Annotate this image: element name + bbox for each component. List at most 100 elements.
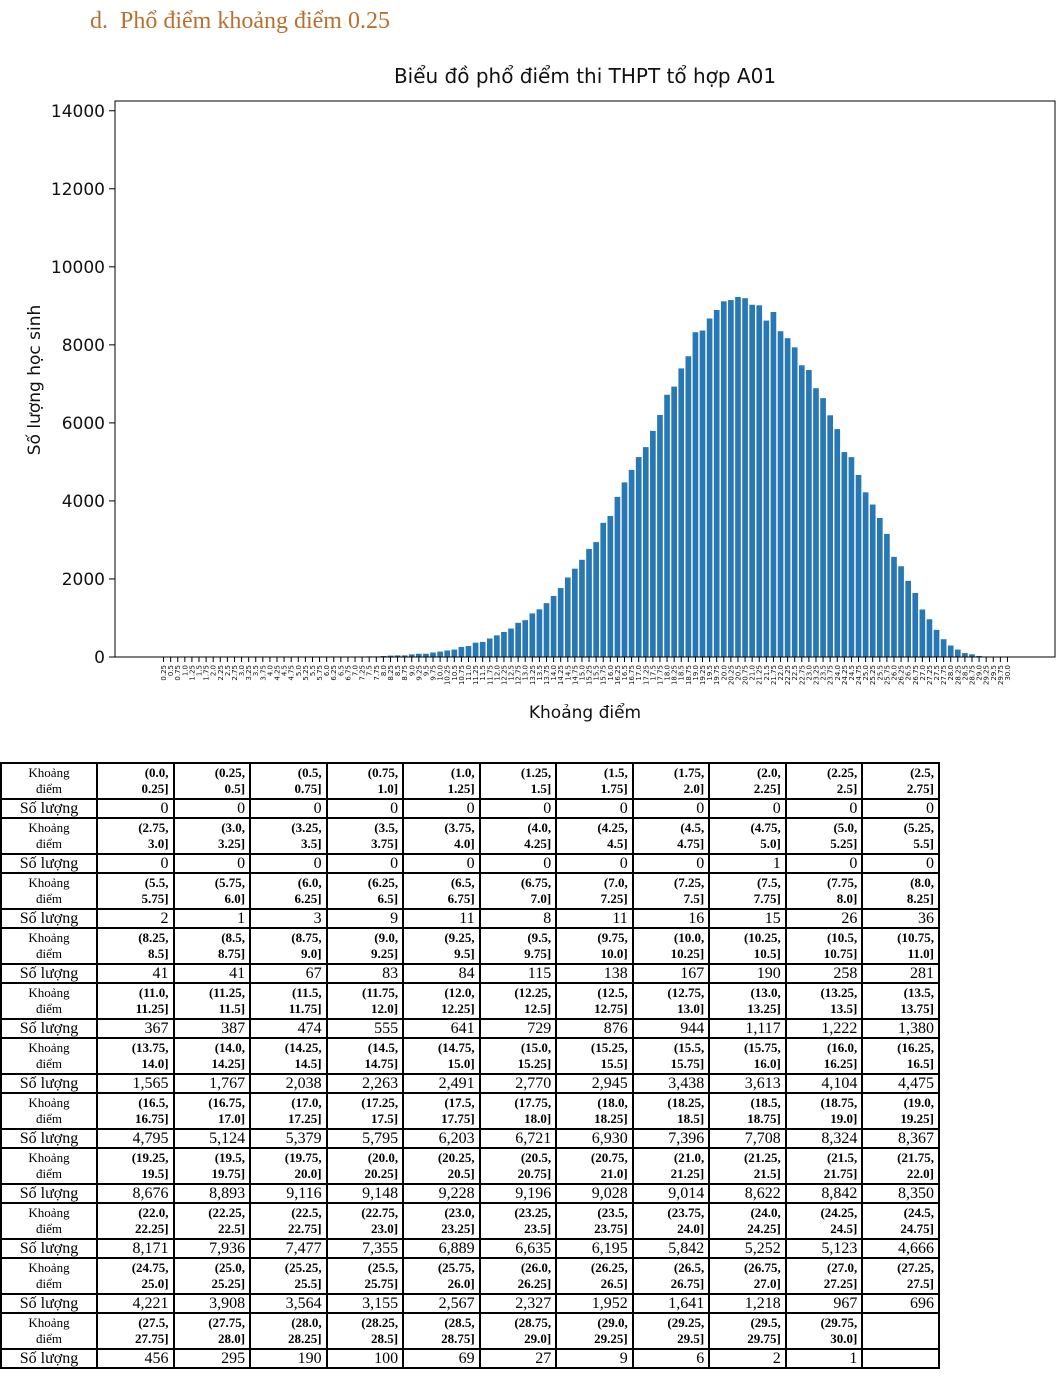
x-tick-label: 0.25 [160, 665, 168, 681]
bar [458, 646, 465, 657]
row-label-cell: Khoảng điểm [0, 1202, 98, 1240]
interval: (29.0, 29.25] [594, 1315, 628, 1346]
interval-cell: (27.75, 28.0] [172, 1312, 252, 1350]
interval-cell: (25.0, 25.25] [172, 1257, 252, 1295]
interval: (5.5, 5.75] [141, 875, 169, 906]
count-cell: 8,842 [784, 1183, 864, 1204]
interval-cell: (22.75, 23.0] [325, 1202, 405, 1240]
interval: (13.25, 13.5] [820, 985, 858, 1016]
bar [621, 482, 628, 657]
x-tick-label: 1.5 [196, 665, 204, 676]
interval-cell: (2.5, 2.75] [861, 762, 940, 800]
interval-cell: (21.5, 21.75] [784, 1147, 864, 1185]
count-cell: 3,613 [708, 1073, 787, 1094]
x-tick-label: 12.5 [508, 665, 516, 681]
interval-cell: (0.5, 0.75] [249, 762, 328, 800]
interval-cell: (24.0, 24.25] [708, 1202, 787, 1240]
bar [486, 638, 493, 657]
x-tick-label: 15.75 [600, 665, 608, 685]
count-cell: 138 [555, 963, 634, 984]
interval-cell: (2.75, 3.0] [96, 817, 175, 855]
interval-cell: (26.0, 26.25] [478, 1257, 558, 1295]
bar [798, 365, 805, 657]
interval: (7.75, 8.0] [826, 875, 858, 906]
x-tick-label: 5.75 [316, 665, 324, 681]
x-tick-label: 19.0 [692, 665, 700, 681]
count-cell: 0 [325, 798, 405, 819]
bar [706, 318, 713, 657]
x-tick-label: 27.75 [940, 665, 948, 685]
interval: (7.0, 7.25] [600, 875, 628, 906]
interval: (0.5, 0.75] [294, 765, 322, 796]
count-row: Số lượng 8,171 7,936 7,477 7,355 6,889 6,635 6,… [0, 1238, 940, 1259]
interval: (20.75, 21.0] [590, 1150, 628, 1181]
bar [735, 296, 741, 657]
count-cell: 7,477 [249, 1238, 328, 1259]
interval-row: Khoảng điểm (27.5, 27.75] (27.75, 28.0] (28… [0, 1312, 940, 1350]
bar [444, 650, 451, 657]
interval: (9.75, 10.0] [597, 930, 628, 961]
x-tick-label: 24.75 [855, 665, 863, 685]
bar [529, 613, 536, 657]
count-cell: 36 [861, 908, 940, 929]
x-tick-label: 3.25 [245, 665, 253, 681]
x-tick-label: 6.75 [344, 665, 352, 681]
bar [472, 642, 479, 657]
interval: (4.5, 4.75] [677, 820, 705, 851]
count-cell: 2,491 [402, 1073, 481, 1094]
bar [607, 516, 614, 657]
x-tick-label: 3.75 [259, 665, 267, 681]
interval: (20.5, 20.75] [517, 1150, 552, 1181]
count-cell: 9,028 [555, 1183, 634, 1204]
count-cell: 1,380 [861, 1018, 940, 1039]
interval-cell: (23.75, 24.0] [631, 1202, 711, 1240]
interval-cell: (20.0, 20.25] [325, 1147, 405, 1185]
row-label: Khoảng điểm [28, 1205, 70, 1236]
count-cell: 696 [861, 1293, 940, 1314]
interval: (27.75, 28.0] [208, 1315, 246, 1346]
interval: (21.0, 21.25] [670, 1150, 705, 1181]
x-tick-label: 13.75 [543, 665, 551, 685]
interval: (23.25, 23.5] [514, 1205, 552, 1236]
x-tick-label: 28.25 [954, 665, 962, 685]
count-cell: 41 [172, 963, 252, 984]
interval-cell: (12.0, 12.25] [402, 982, 481, 1020]
row-label: Khoảng điểm [28, 1315, 70, 1346]
interval: (11.5, 11.75] [288, 985, 322, 1016]
interval: (19.25, 19.5] [131, 1150, 169, 1181]
interval: (16.25, 16.5] [897, 1040, 934, 1071]
interval: (22.75, 23.0] [361, 1205, 399, 1236]
count-cell: 3,155 [325, 1293, 405, 1314]
row-label-cell: Khoảng điểm [0, 1257, 98, 1295]
interval-cell: (15.5, 15.75] [631, 1037, 711, 1075]
interval: (1.25, 1.5] [520, 765, 552, 796]
x-tick-label: 6.5 [337, 665, 345, 676]
interval: (10.75, 11.0] [897, 930, 934, 961]
count-cell: 3,438 [631, 1073, 711, 1094]
count-cell: 387 [172, 1018, 252, 1039]
bar [820, 398, 826, 657]
x-tick-label: 19.5 [706, 665, 714, 681]
x-tick-label: 7.75 [373, 665, 381, 681]
bar [876, 517, 883, 657]
count-cell: 9,228 [402, 1183, 481, 1204]
x-tick-label: 8.75 [401, 665, 409, 681]
row-label: Khoảng điểm [28, 1040, 70, 1071]
bar [763, 320, 770, 657]
count-row: Số lượng 2 1 3 9 11 8 11 16 15 26 36 [0, 908, 940, 929]
interval-cell: (12.5, 12.75] [555, 982, 634, 1020]
bar [954, 649, 961, 657]
interval-row: Khoảng điểm (22.0, 22.25] (22.25, 22.5] (22… [0, 1202, 940, 1240]
interval: (14.75, 15.0] [437, 1040, 475, 1071]
count-cell: 9 [555, 1348, 634, 1369]
count-cell: 0 [96, 798, 175, 819]
count-cell: 6,889 [402, 1238, 481, 1259]
bar [891, 556, 897, 657]
bar [919, 609, 926, 657]
x-tick-label: 2.75 [231, 665, 239, 681]
row-label: Khoảng điểm [28, 1260, 70, 1291]
count-cell: 0 [784, 853, 864, 874]
y-tick-label: 0 [94, 648, 105, 668]
interval: (29.75, 30.0] [820, 1315, 858, 1346]
interval-cell: (13.0, 13.25] [708, 982, 787, 1020]
